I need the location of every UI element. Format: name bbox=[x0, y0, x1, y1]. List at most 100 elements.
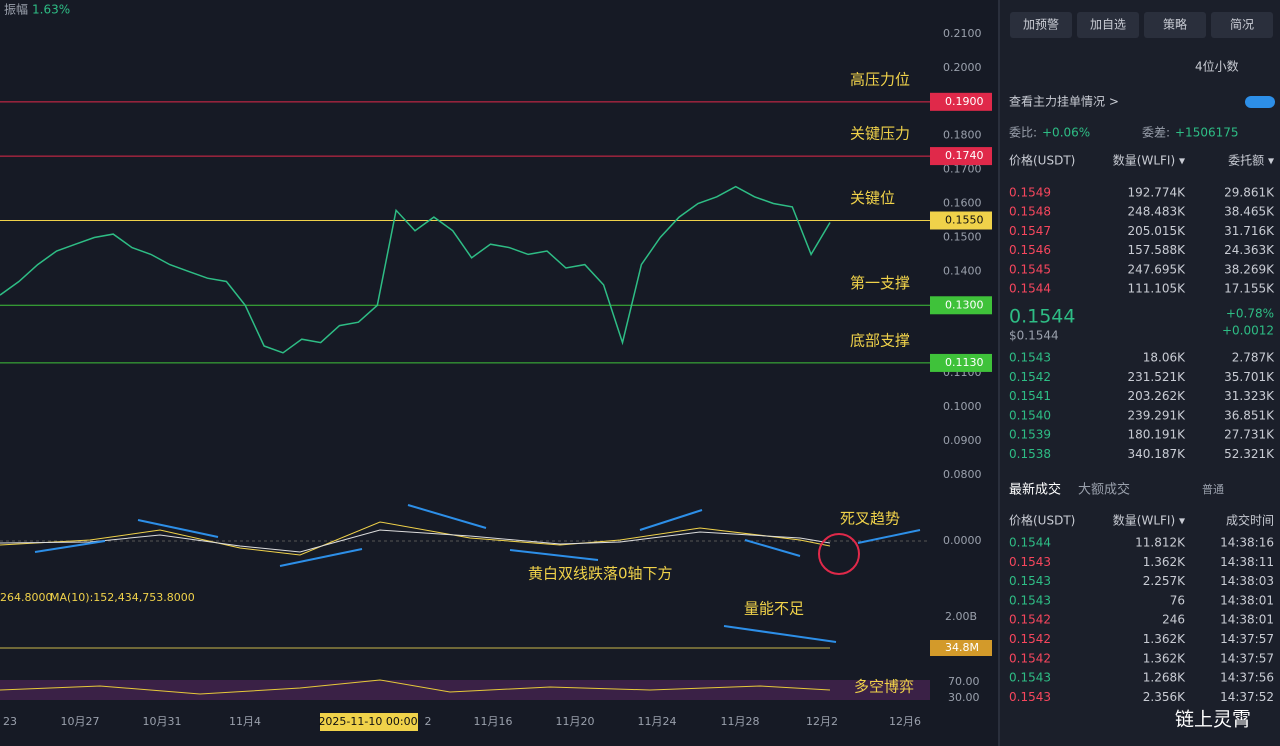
macd-dif bbox=[0, 521, 831, 556]
button-label[interactable]: 策略 bbox=[1163, 17, 1187, 32]
cell: 203.262K bbox=[1128, 389, 1187, 403]
cell: 数量(WLFI) ▾ bbox=[1113, 513, 1185, 528]
volume-axis: 2.00B bbox=[945, 610, 977, 623]
change: +0.0012 bbox=[1222, 324, 1274, 338]
last-price: 0.1544 bbox=[1009, 306, 1075, 328]
trade-qty: 246 bbox=[1162, 613, 1185, 627]
cell: 0.1542 bbox=[1009, 370, 1051, 384]
decimals[interactable]: 4位小数 bbox=[1195, 59, 1239, 74]
trade-time: 14:37:57 bbox=[1220, 651, 1274, 665]
price-tick-label: 0.1400 bbox=[943, 264, 982, 277]
x-tick-label: 11月28 bbox=[721, 715, 760, 728]
trade-qty: 1.362K bbox=[1143, 555, 1186, 569]
x-highlight bbox=[320, 713, 418, 731]
trade-time: 14:38:11 bbox=[1220, 555, 1274, 569]
annotation: 死叉趋势 bbox=[840, 510, 900, 528]
trade-price: 0.1542 bbox=[1009, 632, 1051, 646]
price-tick-label: 0.1700 bbox=[943, 163, 982, 176]
cell: 0.1539 bbox=[1009, 428, 1051, 442]
level-badge bbox=[930, 211, 992, 230]
rsi-high: 70.00 bbox=[948, 675, 980, 688]
button[interactable] bbox=[1211, 12, 1273, 38]
level-badge bbox=[930, 147, 992, 166]
cell: 数量(WLFI) ▾ bbox=[1113, 153, 1185, 168]
cell: 192.774K bbox=[1128, 186, 1187, 200]
trade-price: 0.1543 bbox=[1009, 555, 1051, 569]
dynamic: 0.2100 0.2000 0.1800 0.1700 0.1600 0.1500 0.14… bbox=[0, 12, 1275, 731]
cell: 31.323K bbox=[1224, 389, 1275, 403]
tab[interactable]: 普通 bbox=[1202, 482, 1224, 496]
diff: +1506175 bbox=[1175, 126, 1239, 140]
x-tick-label: 12月2 bbox=[806, 715, 838, 728]
x-tick-label: 2025-11-10 00:00 bbox=[318, 715, 417, 728]
level-name: 底部支撑 bbox=[850, 331, 910, 349]
cell: 180.191K bbox=[1128, 428, 1187, 442]
level-label: 0.1740 bbox=[945, 149, 984, 162]
trade-qty: 2.257K bbox=[1143, 574, 1186, 588]
cell: 0.1540 bbox=[1009, 408, 1051, 422]
trade-price: 0.1543 bbox=[1009, 671, 1051, 685]
x-tick-label: 11月4 bbox=[229, 715, 261, 728]
price-tick-label: 0.1600 bbox=[943, 197, 982, 210]
cell: 36.851K bbox=[1224, 408, 1275, 422]
annotation: 多空博弈 bbox=[854, 678, 914, 696]
change-pct: +0.78% bbox=[1226, 307, 1274, 321]
button-label[interactable]: 加预警 bbox=[1023, 17, 1059, 32]
button[interactable] bbox=[1144, 12, 1206, 38]
x-tick-label: 10月31 bbox=[143, 715, 182, 728]
trade-time: 14:38:01 bbox=[1220, 593, 1274, 607]
trade-price: 0.1543 bbox=[1009, 593, 1051, 607]
cell: 205.015K bbox=[1128, 224, 1187, 238]
price-tick-label: 0.0900 bbox=[943, 434, 982, 447]
price-tick-label: 0.1500 bbox=[943, 230, 982, 243]
cell: 248.483K bbox=[1128, 205, 1187, 219]
cell: 0.1541 bbox=[1009, 389, 1051, 403]
macd-dea bbox=[0, 529, 831, 553]
cell: 0.1543 bbox=[1009, 351, 1051, 365]
cell: 31.716K bbox=[1224, 224, 1275, 238]
side-panel bbox=[998, 0, 1280, 746]
level-name: 高压力位 bbox=[850, 70, 910, 88]
button-label[interactable]: 简况 bbox=[1230, 18, 1254, 32]
cell: 0.1545 bbox=[1009, 262, 1051, 276]
last-usd: $0.1544 bbox=[1009, 329, 1059, 343]
macd-axis: 0.0000 bbox=[943, 534, 982, 547]
level-label: 0.1550 bbox=[945, 214, 984, 227]
tab[interactable]: 最新成交 bbox=[1009, 482, 1061, 498]
trade-price: 0.1542 bbox=[1009, 613, 1051, 627]
cell: 17.155K bbox=[1224, 282, 1275, 296]
level-badge bbox=[930, 92, 992, 111]
highlight-circle bbox=[818, 533, 860, 575]
toggle[interactable] bbox=[1245, 96, 1275, 108]
button-label[interactable]: 加自选 bbox=[1090, 18, 1126, 32]
button[interactable] bbox=[1077, 12, 1139, 38]
rsi-low: 30.00 bbox=[948, 691, 980, 704]
price-tick-label: 0.1000 bbox=[943, 400, 982, 413]
trade-time: 14:37:57 bbox=[1220, 632, 1274, 646]
trade-time: 14:38:16 bbox=[1220, 536, 1274, 550]
trade-qty: 1.268K bbox=[1143, 671, 1186, 685]
volume-badge: 34.8M bbox=[945, 641, 979, 654]
cell: 0.1547 bbox=[1009, 224, 1051, 238]
button[interactable] bbox=[1010, 12, 1072, 38]
trade-qty: 2.356K bbox=[1143, 690, 1186, 704]
ratio: +0.06% bbox=[1042, 126, 1090, 140]
cell: 111.105K bbox=[1128, 282, 1187, 296]
trade-price: 0.1543 bbox=[1009, 574, 1051, 588]
price-line bbox=[0, 185, 831, 354]
rsi-line bbox=[0, 679, 831, 695]
annotation: 黄白双线跌落0轴下方 bbox=[528, 565, 673, 583]
trade-qty: 76 bbox=[1170, 593, 1185, 607]
trade-qty: 11.812K bbox=[1135, 536, 1186, 550]
cell: 价格(USDT) bbox=[1009, 513, 1075, 528]
cell: 38.465K bbox=[1224, 205, 1275, 219]
cell: 38.269K bbox=[1224, 262, 1275, 276]
level-label: 0.1130 bbox=[945, 356, 984, 369]
x-tick-label: 10月27 bbox=[61, 715, 100, 728]
main-orders[interactable]: 查看主力挂单情况 > bbox=[1009, 95, 1119, 109]
price-tick-label: 0.2100 bbox=[943, 27, 982, 40]
tab[interactable]: 大额成交 bbox=[1078, 482, 1130, 498]
x-tick-label: 12月6 bbox=[889, 715, 921, 728]
annotation: 量能不足 bbox=[744, 600, 804, 618]
